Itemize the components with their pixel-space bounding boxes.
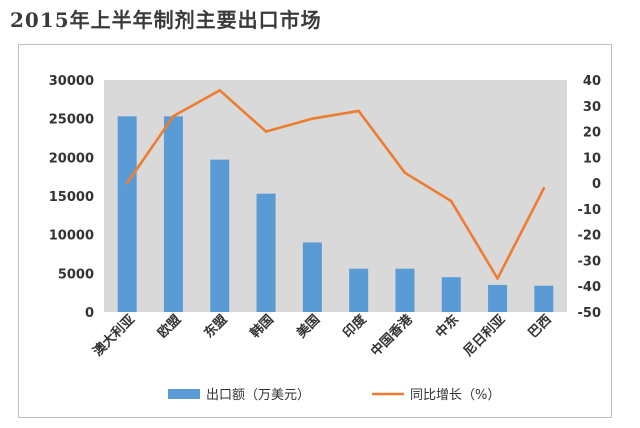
category-label: 欧盟 <box>155 312 185 342</box>
bar-7 <box>395 268 415 312</box>
left-axis-tick-label: 10000 <box>49 229 94 244</box>
bar-5 <box>302 242 322 312</box>
growth-point-10 <box>542 186 546 190</box>
right-axis-tick-label: -20 <box>578 229 602 244</box>
bar-8 <box>441 277 461 312</box>
left-axis-tick-label: 25000 <box>49 113 94 128</box>
right-axis-tick-label: 40 <box>583 74 601 89</box>
right-axis-tick-label: 10 <box>583 151 601 166</box>
growth-point-4 <box>264 130 268 133</box>
category-label: 巴西 <box>526 312 555 341</box>
growth-point-3 <box>218 89 222 92</box>
left-axis-tick-label: 15000 <box>49 190 94 205</box>
chart-title: 2015年上半年制剂主要出口市场 <box>10 8 322 32</box>
bar-9 <box>488 284 508 312</box>
category-label: 澳大利亚 <box>90 312 138 360</box>
right-axis-tick-label: 30 <box>583 100 601 115</box>
growth-line <box>126 89 546 280</box>
bar-4 <box>256 193 276 312</box>
bar-10 <box>534 285 554 312</box>
left-axis-tick-label: 0 <box>85 306 94 321</box>
bar-3 <box>210 159 230 312</box>
left-axis-tick-label: 5000 <box>58 267 94 282</box>
growth-point-9 <box>496 277 499 280</box>
category-label: 尼日利亚 <box>460 312 508 360</box>
category-label: 东盟 <box>201 312 231 342</box>
growth-point-6 <box>357 109 360 113</box>
legend-swatch-bar <box>168 389 200 399</box>
growth-point-2 <box>172 114 175 118</box>
category-label: 中东 <box>432 312 462 342</box>
left-axis-tick-label: 20000 <box>49 151 94 166</box>
right-axis-tick-label: -30 <box>578 254 602 269</box>
right-axis-tick-label: -40 <box>578 280 602 295</box>
growth-point-8 <box>449 199 453 203</box>
bar-6 <box>349 268 369 312</box>
growth-point-1 <box>125 181 129 185</box>
category-label: 印度 <box>340 311 370 341</box>
right-axis-tick-label: 20 <box>583 126 601 141</box>
legend-label-bar: 出口额（万美元） <box>206 388 310 403</box>
left-axis-tick-label: 30000 <box>49 74 94 89</box>
category-label: 韩国 <box>247 312 277 342</box>
right-axis-tick-label: -10 <box>578 203 602 218</box>
growth-point-5 <box>311 117 314 120</box>
growth-point-7 <box>403 171 407 175</box>
category-label: 中国香港 <box>368 311 417 360</box>
bar-2 <box>163 116 183 312</box>
bar-1 <box>117 116 137 312</box>
legend-label-line: 同比增长（%） <box>410 388 500 403</box>
category-label: 美国 <box>293 312 323 342</box>
right-axis-tick-label: -50 <box>578 306 602 321</box>
right-axis-tick-label: 0 <box>592 177 601 192</box>
